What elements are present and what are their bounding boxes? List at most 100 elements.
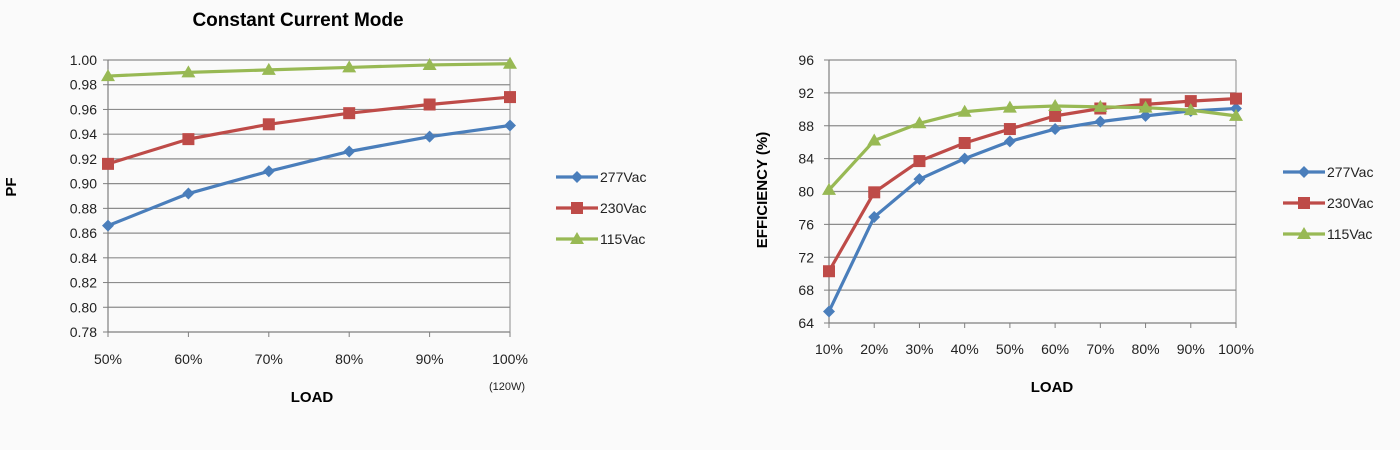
y-tick-label: 0.94 (70, 126, 97, 142)
y-tick-label: 92 (798, 85, 814, 101)
series-230Vac (102, 91, 516, 170)
legend-label: 230Vac (1327, 195, 1373, 211)
y-tick-label: 0.80 (70, 299, 97, 315)
legend-item: 115Vac (1283, 226, 1372, 242)
pf-series (101, 56, 517, 232)
legend-swatch-marker (570, 232, 584, 244)
y-tick-label: 0.98 (70, 77, 97, 93)
efficiency-point-230Vac (1230, 92, 1242, 105)
efficiency-y-axis-title: EFFICIENCY (%) (754, 132, 771, 248)
series-230Vac (823, 92, 1242, 278)
efficiency-point-230Vac (868, 186, 881, 199)
legend-swatch-marker (1297, 227, 1311, 239)
efficiency-tick-labels: 64 68 72 76 80 84 88 92 96 10% 20% 30% 40% 50% 60% 70% 8… (798, 52, 1253, 357)
y-tick-label: 84 (798, 151, 814, 167)
x-tick-label: 60% (1041, 341, 1069, 357)
efficiency-point-115Vac (1183, 103, 1198, 116)
pf-point-230Vac (504, 91, 516, 104)
pf-point-277Vac (262, 165, 275, 178)
series-115Vac (822, 99, 1243, 195)
pf-point-277Vac (423, 130, 436, 143)
efficiency-point-277Vac (913, 173, 926, 186)
y-tick-label: 76 (798, 216, 814, 232)
pf-point-230Vac (423, 98, 436, 111)
pf-point-115Vac (342, 60, 357, 73)
pf-chart: Constant Current Mode 0.780.800.820.840.… (3, 10, 646, 406)
pf-grid (103, 59, 511, 337)
legend-swatch-marker (571, 202, 583, 214)
pf-line-115Vac (107, 62, 511, 78)
series-277Vac (102, 119, 516, 232)
x-tick-label: 50% (996, 341, 1024, 357)
y-tick-label: 0.90 (70, 176, 97, 192)
legend-swatch-marker (1298, 197, 1310, 209)
efficiency-line-115Vac (827, 104, 1237, 191)
efficiency-point-230Vac (823, 265, 835, 278)
efficiency-point-230Vac (1049, 109, 1062, 122)
efficiency-point-115Vac (912, 116, 927, 129)
pf-point-115Vac (503, 56, 517, 69)
efficiency-point-115Vac (1002, 100, 1017, 113)
efficiency-point-115Vac (1093, 99, 1108, 112)
legend-label: 277Vac (1327, 164, 1373, 180)
efficiency-point-277Vac (958, 152, 971, 165)
y-tick-label: 0.96 (70, 101, 97, 117)
pf-point-230Vac (262, 118, 275, 131)
efficiency-point-115Vac (957, 104, 972, 117)
pf-point-277Vac (343, 145, 356, 158)
x-tick-label: 10% (815, 341, 843, 357)
efficiency-point-277Vac (1230, 102, 1242, 115)
x-tick-label: 100% (1218, 341, 1254, 357)
x-tick-label: 70% (255, 351, 283, 367)
y-tick-label: 0.82 (70, 275, 97, 291)
pf-point-277Vac (504, 119, 516, 132)
legend-item: 277Vac (556, 169, 646, 185)
efficiency-chart: 64 68 72 76 80 84 88 92 96 10% 20% 30% 40% 50% 60% 70% 8… (754, 52, 1373, 396)
efficiency-point-115Vac (1229, 108, 1243, 121)
pf-point-230Vac (182, 133, 195, 146)
x-tick-label: 70% (1086, 341, 1114, 357)
efficiency-line-230Vac (827, 97, 1237, 273)
x-tick-label: 40% (951, 341, 979, 357)
x-tick-label: 80% (335, 351, 363, 367)
y-tick-label: 0.86 (70, 225, 97, 241)
x-tick-label: 80% (1132, 341, 1160, 357)
efficiency-point-277Vac (1094, 115, 1107, 128)
efficiency-point-115Vac (867, 133, 882, 146)
legend-item: 230Vac (556, 200, 646, 216)
pf-tick-labels: 0.78 0.80 0.82 0.84 0.86 0.88 0.90 0.92 0.94 0.96… (70, 52, 528, 367)
efficiency-x-axis-title: LOAD (1031, 379, 1074, 396)
y-tick-label: 80 (798, 184, 814, 200)
pf-x-axis-title: LOAD (291, 389, 334, 406)
legend-swatch-marker (571, 171, 583, 183)
y-tick-label: 68 (798, 282, 814, 298)
efficiency-point-230Vac (1003, 123, 1016, 136)
y-tick-label: 0.84 (70, 250, 97, 266)
efficiency-point-277Vac (868, 210, 881, 223)
pf-line-277Vac (107, 123, 511, 228)
y-tick-label: 72 (798, 249, 814, 265)
y-tick-label: 96 (798, 52, 814, 68)
x-tick-label: 20% (860, 341, 888, 357)
efficiency-point-277Vac (1139, 109, 1152, 122)
legend-label: 230Vac (600, 200, 646, 216)
pf-point-277Vac (102, 219, 114, 232)
y-tick-label: 0.92 (70, 151, 97, 167)
pf-y-axis-title: PF (3, 177, 20, 196)
legend-item: 230Vac (1283, 195, 1373, 211)
efficiency-point-230Vac (958, 137, 971, 150)
y-tick-label: 88 (798, 118, 814, 134)
pf-point-115Vac (101, 69, 115, 82)
legend-label: 115Vac (600, 231, 645, 247)
pf-x-note: (120W) (489, 381, 525, 393)
y-tick-label: 1.00 (70, 52, 97, 68)
pf-point-230Vac (343, 107, 356, 120)
x-tick-label: 50% (94, 351, 122, 367)
pf-point-230Vac (102, 157, 114, 170)
pf-line-230Vac (107, 95, 511, 166)
efficiency-point-115Vac (1138, 100, 1153, 113)
y-tick-label: 64 (798, 315, 814, 331)
legend-label: 115Vac (1327, 226, 1372, 242)
efficiency-legend: 277Vac 230Vac 115Vac (1283, 164, 1373, 242)
